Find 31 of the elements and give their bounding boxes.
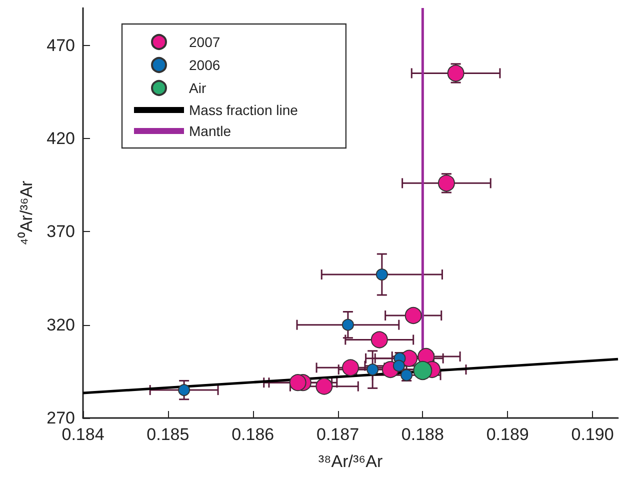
point bbox=[370, 331, 388, 348]
x-tick-label: 0.189 bbox=[486, 425, 529, 444]
point bbox=[342, 359, 359, 376]
point bbox=[438, 174, 455, 192]
x-tick-label: 0.190 bbox=[571, 425, 614, 444]
legend-label: Air bbox=[189, 80, 206, 96]
x-tick-label: 0.187 bbox=[316, 425, 360, 444]
point bbox=[447, 64, 464, 82]
point bbox=[316, 378, 333, 395]
point bbox=[404, 307, 422, 324]
x-tick-label: 0.184 bbox=[62, 425, 104, 444]
point bbox=[342, 318, 354, 331]
x-tick-label: 0.188 bbox=[401, 425, 444, 444]
point bbox=[366, 364, 379, 376]
y-tick-label: 270 bbox=[46, 408, 75, 428]
x-tick-label: 0.185 bbox=[146, 425, 190, 444]
point bbox=[178, 384, 190, 396]
y-tick-label: 370 bbox=[46, 222, 75, 242]
y-tick-label: 320 bbox=[46, 315, 75, 334]
y-axis-title: ⁴⁰Ar/³⁶Ar bbox=[17, 180, 36, 246]
x-axis-title: ³⁸Ar/³⁶Ar bbox=[318, 452, 383, 471]
legend-label: Mass fraction line bbox=[189, 102, 298, 118]
y-tick-label: 470 bbox=[46, 36, 75, 55]
legend-label: Mantle bbox=[189, 123, 232, 139]
point bbox=[413, 360, 432, 380]
y-tick-label: 420 bbox=[46, 128, 75, 148]
point bbox=[289, 374, 306, 392]
legend-label: 2007 bbox=[189, 34, 220, 50]
point bbox=[376, 268, 388, 280]
x-tick-label: 0.186 bbox=[232, 425, 274, 444]
legend-label: 2006 bbox=[189, 57, 220, 73]
